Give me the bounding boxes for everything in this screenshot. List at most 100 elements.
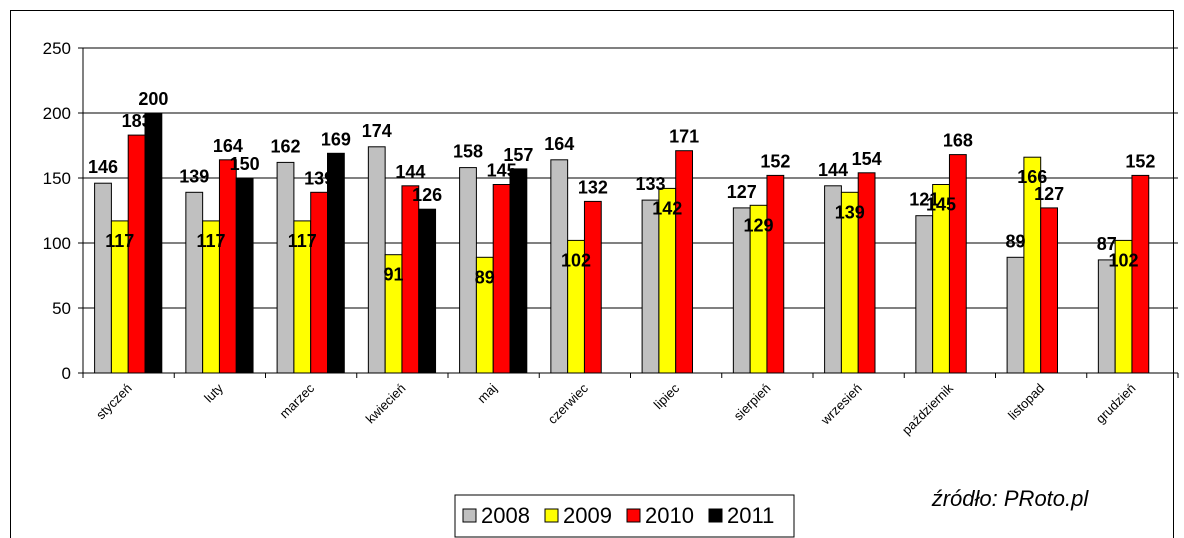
x-category-label: styczeń: [93, 381, 135, 423]
data-label: 152: [1125, 151, 1155, 171]
data-label: 162: [270, 136, 300, 156]
data-label: 121: [909, 190, 939, 210]
data-label: 164: [213, 136, 243, 156]
data-label: 168: [943, 131, 973, 151]
data-label: 142: [652, 198, 682, 218]
data-label: 102: [1109, 250, 1139, 270]
bar-2011-1: [144, 112, 163, 374]
bar-2010-12: [1131, 174, 1150, 374]
bar-2010-4: [401, 185, 420, 374]
data-label: 171: [669, 127, 699, 147]
bar-2008-4: [367, 146, 386, 374]
bar-2008-1: [94, 182, 112, 374]
legend: 2008 2009 2010 2011: [454, 494, 795, 538]
data-label: 145: [926, 195, 956, 215]
y-tick-label: 100: [43, 234, 71, 253]
y-tick-label: 250: [43, 39, 71, 58]
data-label: 174: [362, 121, 392, 141]
bar-2010-11: [1040, 207, 1058, 374]
data-label: 146: [88, 157, 118, 177]
chart-frame: [10, 10, 1174, 538]
bar-2008-11: [1006, 256, 1025, 374]
legend-swatch: [708, 508, 723, 523]
x-category-label: październik: [899, 380, 956, 437]
data-label: 169: [321, 129, 351, 149]
bars: [94, 112, 1150, 374]
data-label: 200: [138, 89, 168, 109]
data-label: 133: [635, 174, 665, 194]
data-label: 117: [288, 231, 317, 251]
y-tick-label: 200: [43, 104, 71, 123]
data-label: 145: [487, 161, 517, 181]
data-label: 89: [475, 267, 495, 287]
data-label: 157: [503, 145, 533, 165]
data-label: 139: [304, 168, 334, 188]
bar-2008-12: [1097, 259, 1116, 374]
data-label: 127: [727, 182, 757, 202]
bar-2008-7: [641, 199, 660, 374]
bar-2010-3: [310, 191, 329, 374]
data-label: 164: [544, 134, 574, 154]
bar-2010-6: [583, 200, 602, 374]
data-label: 132: [578, 177, 608, 197]
y-tick-label: 50: [52, 299, 71, 318]
x-category-label: lipiec: [651, 380, 683, 412]
data-label: 152: [760, 151, 790, 171]
legend-swatch: [544, 508, 559, 523]
data-label: 158: [453, 142, 483, 162]
bar-2010-7: [675, 150, 694, 374]
x-category-label: wrzesień: [817, 381, 865, 429]
x-category-label: sierpień: [731, 381, 774, 424]
bar-2011-5: [509, 168, 528, 374]
x-category-label: maj: [474, 380, 499, 405]
x-category-label: luty: [201, 380, 226, 405]
data-label: 87: [1097, 234, 1117, 254]
x-category-label: kwiecień: [363, 381, 409, 427]
bar-2010-10: [948, 154, 967, 374]
x-category-label: listopad: [1005, 381, 1047, 423]
gridlines: [83, 47, 1178, 309]
legend-box: [454, 494, 795, 538]
data-label: 117: [197, 231, 226, 251]
bar-2010-2: [218, 159, 237, 374]
x-category-label: czerwiec: [545, 380, 592, 427]
data-label: 91: [384, 265, 404, 285]
x-category-label: grudzień: [1093, 381, 1139, 427]
data-label: 166: [1017, 167, 1047, 187]
bar-2011-4: [418, 208, 437, 374]
data-label: 144: [818, 160, 848, 180]
x-category-label: marzec: [276, 380, 317, 421]
data-label: 154: [852, 149, 882, 169]
data-label: 144: [395, 162, 425, 182]
legend-label: 2010: [645, 503, 694, 528]
bar-2010-1: [127, 134, 146, 374]
bar-2011-2: [235, 177, 254, 374]
data-label: 117: [105, 231, 134, 251]
data-label: 139: [179, 166, 209, 186]
data-label: 139: [835, 202, 865, 222]
data-label: 183: [122, 111, 152, 131]
y-tick-label: 150: [43, 169, 71, 188]
bar-2008-2: [185, 191, 204, 374]
bar-2008-10: [915, 215, 934, 374]
bar-2010-8: [766, 174, 785, 374]
x-axis: styczeń luty marzec kwiecień maj czerwiec lipi…: [82, 372, 1179, 438]
legend-label: 2009: [563, 503, 612, 528]
data-label: 127: [1034, 184, 1064, 204]
y-tick-label: 0: [62, 364, 71, 383]
data-label: 89: [1005, 231, 1025, 251]
legend-label: 2011: [727, 503, 774, 528]
data-label: 126: [412, 185, 442, 205]
source-note: źródło: PRoto.pl: [931, 486, 1090, 511]
data-label: 129: [744, 215, 774, 235]
y-axis: 0 50 100 150 200 250: [43, 39, 84, 383]
data-label: 102: [561, 250, 591, 270]
bar-2010-5: [492, 184, 511, 374]
bar-2008-3: [276, 161, 295, 374]
legend-swatch: [462, 508, 477, 523]
legend-label: 2008: [481, 503, 530, 528]
data-label: 150: [230, 154, 260, 174]
legend-swatch: [626, 508, 641, 523]
